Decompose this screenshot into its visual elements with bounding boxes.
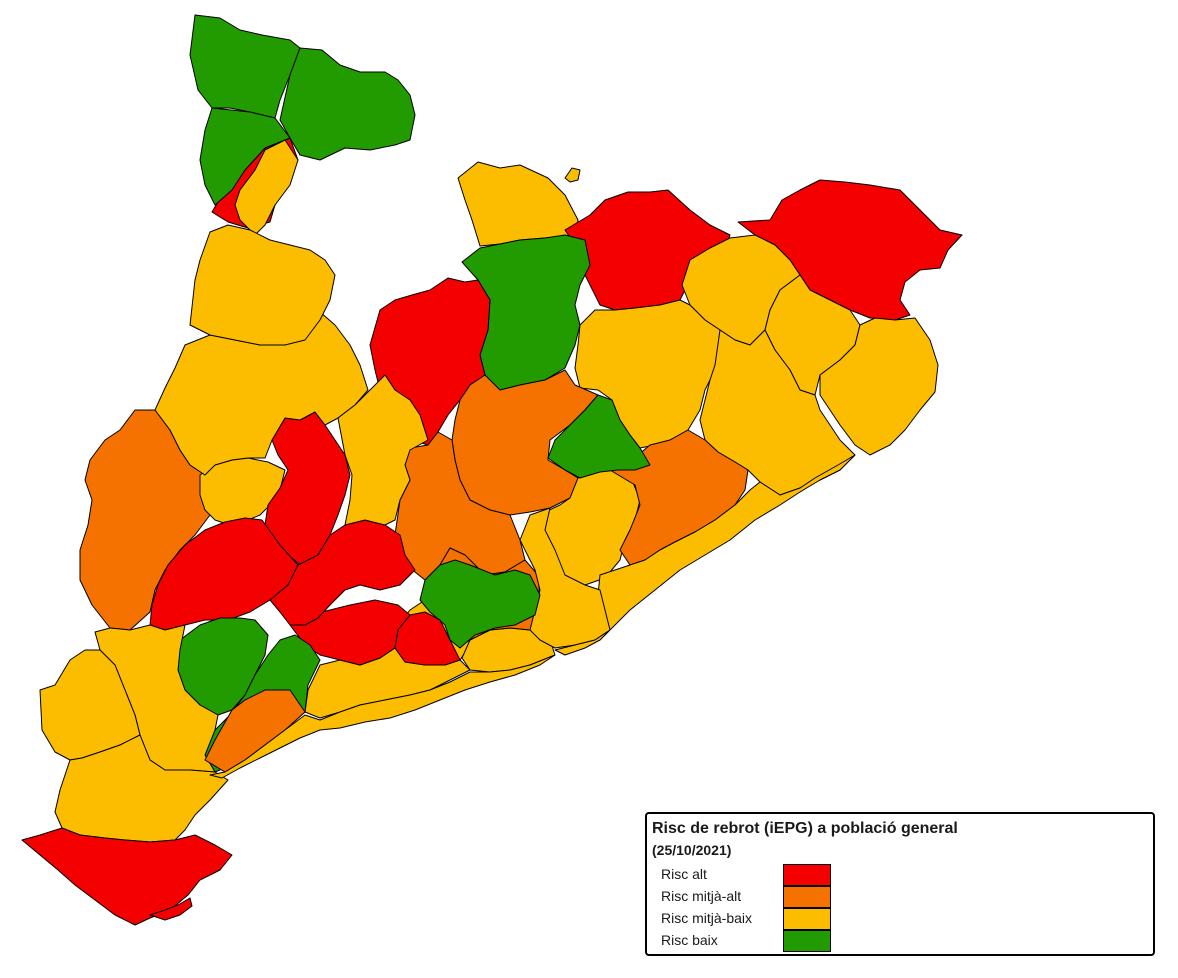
map-region[interactable] (21, 827, 233, 926)
map-region[interactable] (574, 299, 726, 449)
map-region[interactable] (554, 629, 611, 656)
map-region[interactable] (419, 559, 541, 649)
legend-item-risc-mitja-baix: Risc mitjà-baix (661, 908, 861, 930)
map-region[interactable] (457, 161, 579, 247)
legend-label: Risc baix (661, 932, 718, 948)
map-region[interactable] (149, 517, 299, 631)
map-region[interactable] (209, 654, 556, 779)
legend-swatch (783, 930, 831, 952)
legend-date: (25/10/2021) (652, 842, 732, 858)
map-region[interactable] (564, 167, 581, 183)
legend: Risc de rebrot (iEPG) a població general… (645, 812, 1155, 956)
map-region[interactable] (39, 649, 141, 761)
map-region[interactable] (279, 47, 416, 161)
legend-swatch (783, 864, 831, 886)
legend-item-risc-alt: Risc alt (661, 864, 861, 886)
map-region[interactable] (149, 897, 193, 921)
legend-label: Risc mitjà-baix (661, 910, 753, 926)
legend-title: Risc de rebrot (iEPG) a població general (652, 820, 958, 837)
map-region[interactable] (819, 317, 939, 456)
map-region[interactable] (199, 107, 291, 206)
legend-swatch (783, 908, 831, 930)
legend-item-risc-baix: Risc baix (661, 930, 861, 952)
legend-swatch (783, 886, 831, 908)
map-region[interactable] (234, 139, 299, 236)
map-region[interactable] (594, 454, 856, 641)
map-region[interactable] (189, 224, 336, 346)
map-region[interactable] (189, 14, 301, 119)
legend-label: Risc mitjà-alt (661, 888, 742, 904)
legend-label: Risc alt (661, 866, 707, 882)
map-region[interactable] (337, 374, 429, 526)
map-region[interactable] (547, 394, 651, 479)
map-region[interactable] (394, 611, 461, 666)
legend-item-risc-mitja-alt: Risc mitjà-alt (661, 886, 861, 908)
map-region[interactable] (394, 431, 526, 581)
